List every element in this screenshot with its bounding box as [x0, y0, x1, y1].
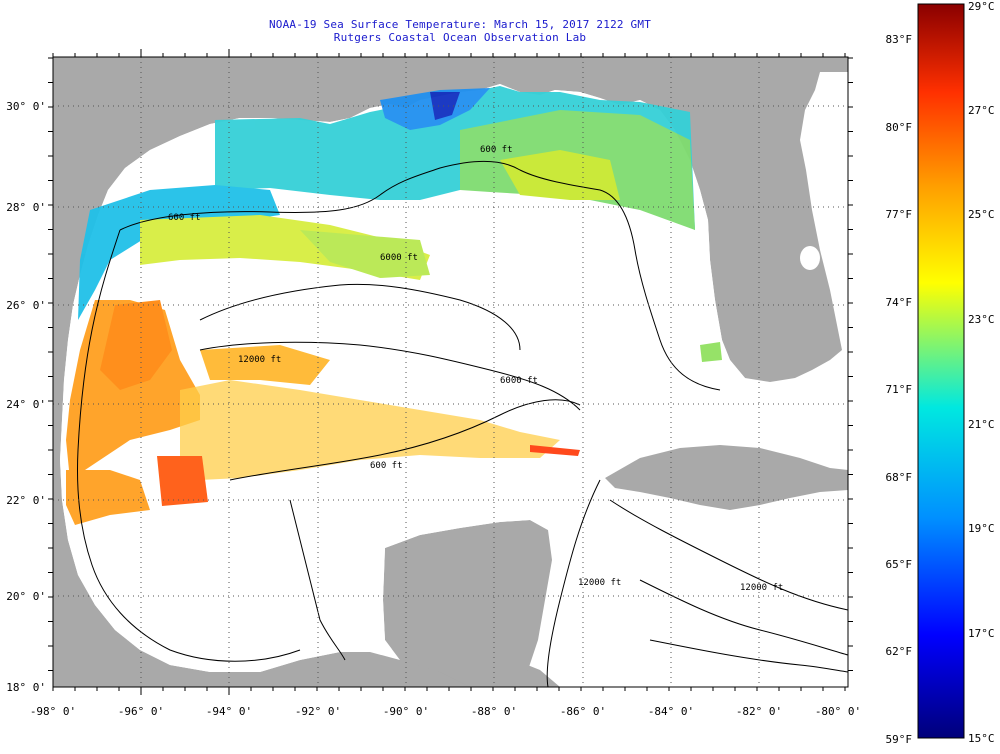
graticule	[53, 57, 848, 687]
contour-label: 6000 ft	[500, 376, 538, 386]
lat-label: 24° 0'	[6, 398, 46, 411]
contour-labels: 600 ft 600 ft 6000 ft 12000 ft 6000 ft 6…	[168, 145, 783, 593]
celsius-label: 15°C	[968, 732, 995, 745]
lon-label: -80° 0'	[815, 705, 861, 718]
lon-label: -92° 0'	[295, 705, 341, 718]
lat-label: 22° 0'	[6, 494, 46, 507]
lon-label: -90° 0'	[383, 705, 429, 718]
contour-label: 12000 ft	[740, 583, 783, 593]
colorbar-fahrenheit-labels: 83°F 80°F 77°F 74°F 71°F 68°F 65°F 62°F …	[886, 33, 913, 746]
lake-okeechobee	[800, 246, 820, 270]
celsius-label: 19°C	[968, 522, 995, 535]
contour-label: 600 ft	[480, 145, 513, 155]
celsius-label: 29°C	[968, 0, 995, 13]
lat-label: 30° 0'	[6, 100, 46, 113]
colorbar-celsius-labels: 29°C 27°C 25°C 23°C 21°C 19°C 17°C 15°C	[968, 0, 995, 745]
colorbar-scale	[917, 3, 965, 739]
fahrenheit-label: 59°F	[886, 733, 913, 746]
lon-label: -98° 0'	[30, 705, 76, 718]
lat-label: 20° 0'	[6, 590, 46, 603]
longitude-labels: -98° 0' -96° 0' -94° 0' -92° 0' -90° 0' …	[30, 705, 861, 718]
fahrenheit-label: 77°F	[886, 208, 913, 221]
fahrenheit-label: 74°F	[886, 296, 913, 309]
contour-label: 12000 ft	[238, 355, 281, 365]
map-title: NOAA-19 Sea Surface Temperature: March 1…	[268, 18, 652, 31]
colorbar: 29°C 27°C 25°C 23°C 21°C 19°C 17°C 15°C …	[886, 0, 995, 746]
bathymetry-contours	[77, 161, 848, 687]
axis-ticks	[48, 49, 853, 695]
fahrenheit-label: 65°F	[886, 558, 913, 571]
contour-label: 12000 ft	[578, 578, 621, 588]
lon-label: -96° 0'	[118, 705, 164, 718]
map-subtitle: Rutgers Coastal Ocean Observation Lab	[333, 31, 587, 44]
lon-label: -84° 0'	[648, 705, 694, 718]
fahrenheit-label: 68°F	[886, 471, 913, 484]
celsius-label: 25°C	[968, 208, 995, 221]
lat-label: 28° 0'	[6, 201, 46, 214]
lat-label: 18° 0'	[6, 681, 46, 694]
contour-label: 600 ft	[370, 461, 403, 471]
celsius-label: 21°C	[968, 418, 995, 431]
lon-label: -88° 0'	[471, 705, 517, 718]
fahrenheit-label: 62°F	[886, 645, 913, 658]
land-yucatan	[383, 520, 552, 687]
latitude-labels: 30° 0' 28° 0' 26° 0' 24° 0' 22° 0' 20° 0…	[6, 100, 46, 694]
lon-label: -82° 0'	[736, 705, 782, 718]
map-frame	[52, 56, 849, 688]
land-cuba	[605, 445, 848, 510]
lon-label: -94° 0'	[206, 705, 252, 718]
fahrenheit-label: 83°F	[886, 33, 913, 46]
celsius-label: 17°C	[968, 627, 995, 640]
contour-label: 6000 ft	[380, 253, 418, 263]
celsius-label: 27°C	[968, 104, 995, 117]
fahrenheit-label: 71°F	[886, 383, 913, 396]
celsius-label: 23°C	[968, 313, 995, 326]
sst-data	[66, 86, 722, 525]
land-north-america	[53, 57, 848, 687]
lon-label: -86° 0'	[560, 705, 606, 718]
contour-label: 600 ft	[168, 213, 201, 223]
fahrenheit-label: 80°F	[886, 121, 913, 134]
lat-label: 26° 0'	[6, 299, 46, 312]
